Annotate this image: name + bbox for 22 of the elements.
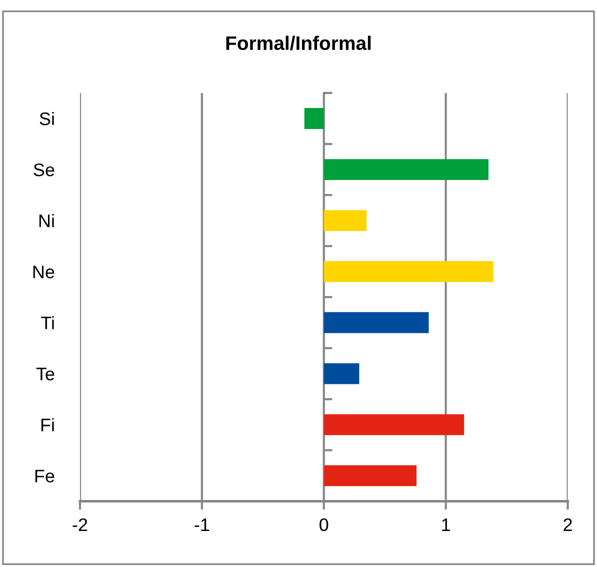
- bar: [324, 312, 429, 334]
- y-tick-label: Se: [34, 163, 54, 176]
- x-tick-label: -2: [72, 518, 88, 531]
- y-tick-label: Ne: [33, 266, 54, 278]
- x-tick-label: 2: [564, 518, 572, 531]
- bar: [324, 159, 488, 180]
- bar: [324, 414, 464, 436]
- bar: [324, 210, 367, 232]
- y-tick-label: Ni: [39, 214, 54, 228]
- bar: [324, 363, 360, 384]
- x-tick-label: 0: [320, 518, 328, 532]
- bar: [324, 465, 417, 486]
- x-tick-label: -1: [194, 518, 210, 531]
- y-tick-label: Te: [36, 368, 54, 380]
- chart-title: Formal/Informal: [226, 36, 371, 50]
- x-tick-label: 1: [442, 518, 450, 531]
- bar: [304, 108, 324, 129]
- y-tick-label: Fi: [41, 418, 54, 432]
- y-tick-label: Fe: [35, 470, 54, 482]
- y-tick-label: Ti: [41, 316, 54, 330]
- y-tick-label: Si: [40, 112, 54, 126]
- bar: [324, 261, 494, 282]
